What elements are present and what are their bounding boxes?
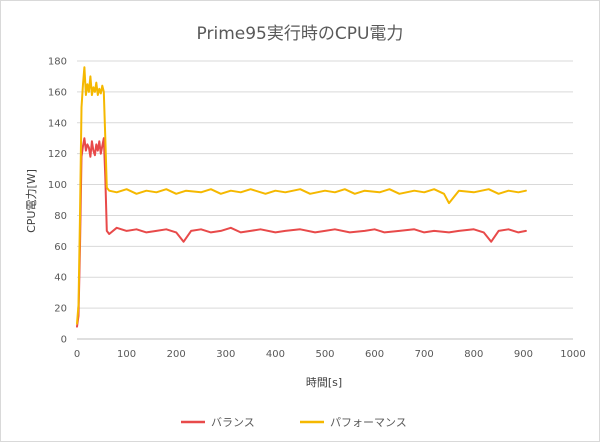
x-tick-label: 100 xyxy=(117,349,136,360)
legend: バランス パフォーマンス xyxy=(181,416,407,429)
y-tick-label: 40 xyxy=(54,273,67,284)
gridlines xyxy=(77,60,573,340)
x-tick-label: 0 xyxy=(74,349,80,360)
x-axis-ticks: 0 100 200 300 400 500 600 700 800 900 1000 xyxy=(74,349,586,360)
series-layer xyxy=(76,66,527,328)
y-tick-label: 0 xyxy=(61,335,67,346)
y-axis-ticks: 0 20 40 60 80 100 120 140 160 180 xyxy=(48,57,67,346)
chart-title: Prime95実行時のCPU電力 xyxy=(197,24,404,44)
y-tick-label: 120 xyxy=(48,149,67,160)
legend-label-1: パフォーマンス xyxy=(330,416,407,429)
x-tick-label: 400 xyxy=(266,349,285,360)
y-axis-title: CPU電力[W] xyxy=(25,169,38,233)
legend-label-0: バランス xyxy=(211,416,255,429)
x-tick-label: 700 xyxy=(415,349,434,360)
series-line-1 xyxy=(76,66,527,325)
series-line-0 xyxy=(76,137,527,328)
x-tick-label: 600 xyxy=(365,349,384,360)
y-tick-label: 160 xyxy=(48,87,67,98)
x-tick-label: 500 xyxy=(315,349,334,360)
y-tick-label: 140 xyxy=(48,118,67,129)
y-tick-label: 80 xyxy=(54,211,67,222)
x-tick-label: 800 xyxy=(464,349,483,360)
x-tick-label: 1000 xyxy=(560,349,585,360)
y-tick-label: 60 xyxy=(54,242,67,253)
x-tick-label: 900 xyxy=(514,349,533,360)
y-tick-label: 180 xyxy=(48,57,67,68)
y-tick-label: 20 xyxy=(54,304,67,315)
x-tick-label: 200 xyxy=(167,349,186,360)
y-tick-label: 100 xyxy=(48,180,67,191)
x-axis-title: 時間[s] xyxy=(306,376,342,389)
x-tick-label: 300 xyxy=(216,349,235,360)
